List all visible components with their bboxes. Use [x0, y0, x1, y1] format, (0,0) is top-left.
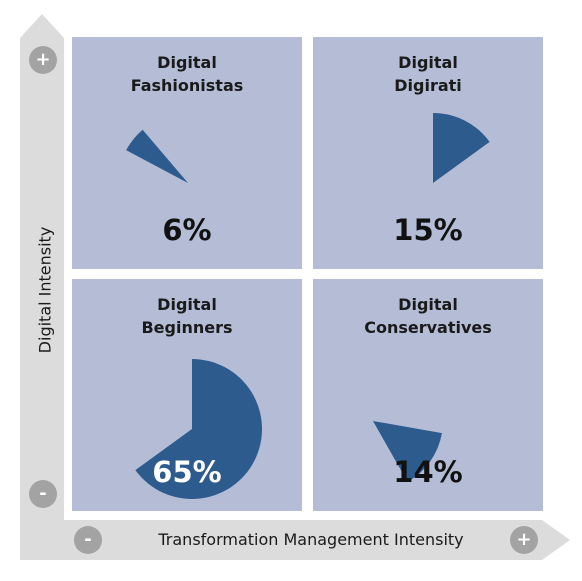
pie-slice-beginners-svg: [135, 359, 263, 499]
y-axis-arrow: [20, 14, 64, 520]
y-axis-label: Digital Intensity: [35, 226, 55, 354]
quadrant-title-line1: Digital: [398, 295, 458, 314]
quadrant-title-line1: Digital: [157, 295, 217, 314]
quadrant-title: Digital Fashionistas: [72, 51, 302, 97]
quadrant-percentage: 15%: [393, 213, 463, 247]
x-axis-label: Transformation Management Intensity: [158, 530, 464, 549]
quadrant-title-line2: Conservatives: [364, 318, 492, 337]
quadrant-digital-beginners: Digital Beginners 65%: [72, 279, 302, 511]
quadrant-title-line1: Digital: [398, 53, 458, 72]
pie-slice-digirati: [433, 113, 490, 183]
quadrant-title: Digital Beginners: [72, 293, 302, 339]
pie-slice-fashionistas-svg: [126, 129, 188, 183]
quadrant-title: Digital Conservatives: [313, 293, 543, 339]
x-axis-high-marker: +: [510, 526, 538, 554]
x-axis-low-marker: -: [74, 526, 102, 554]
pie-slice-fashionistas: [126, 129, 188, 183]
quadrant-percentage: 14%: [393, 455, 463, 489]
quadrant-percentage: 65%: [152, 455, 222, 489]
quadrant-title-line2: Digirati: [394, 76, 462, 95]
quadrant-title: Digital Digirati: [313, 51, 543, 97]
y-axis-low-marker: -: [29, 480, 57, 508]
quadrant-title-line2: Beginners: [141, 318, 233, 337]
x-axis-arrow: [20, 520, 570, 560]
pie-slice-conservatives-svg: [373, 421, 442, 482]
pie-slice-digirati-svg: [433, 113, 490, 183]
quadrant-title-line2: Fashionistas: [130, 76, 244, 95]
quadrant-digital-fashionistas: Digital Fashionistas 6%: [72, 37, 302, 269]
pie-slice-conservatives: [373, 421, 442, 482]
quadrant-digital-conservatives: Digital Conservatives 14%: [313, 279, 543, 511]
pie-slice-beginners: [135, 359, 263, 499]
quadrant-title-line1: Digital: [157, 53, 217, 72]
y-axis-high-marker: +: [29, 46, 57, 74]
quadrant-digital-digirati: Digital Digirati 15%: [313, 37, 543, 269]
quadrant-percentage: 6%: [162, 213, 212, 247]
